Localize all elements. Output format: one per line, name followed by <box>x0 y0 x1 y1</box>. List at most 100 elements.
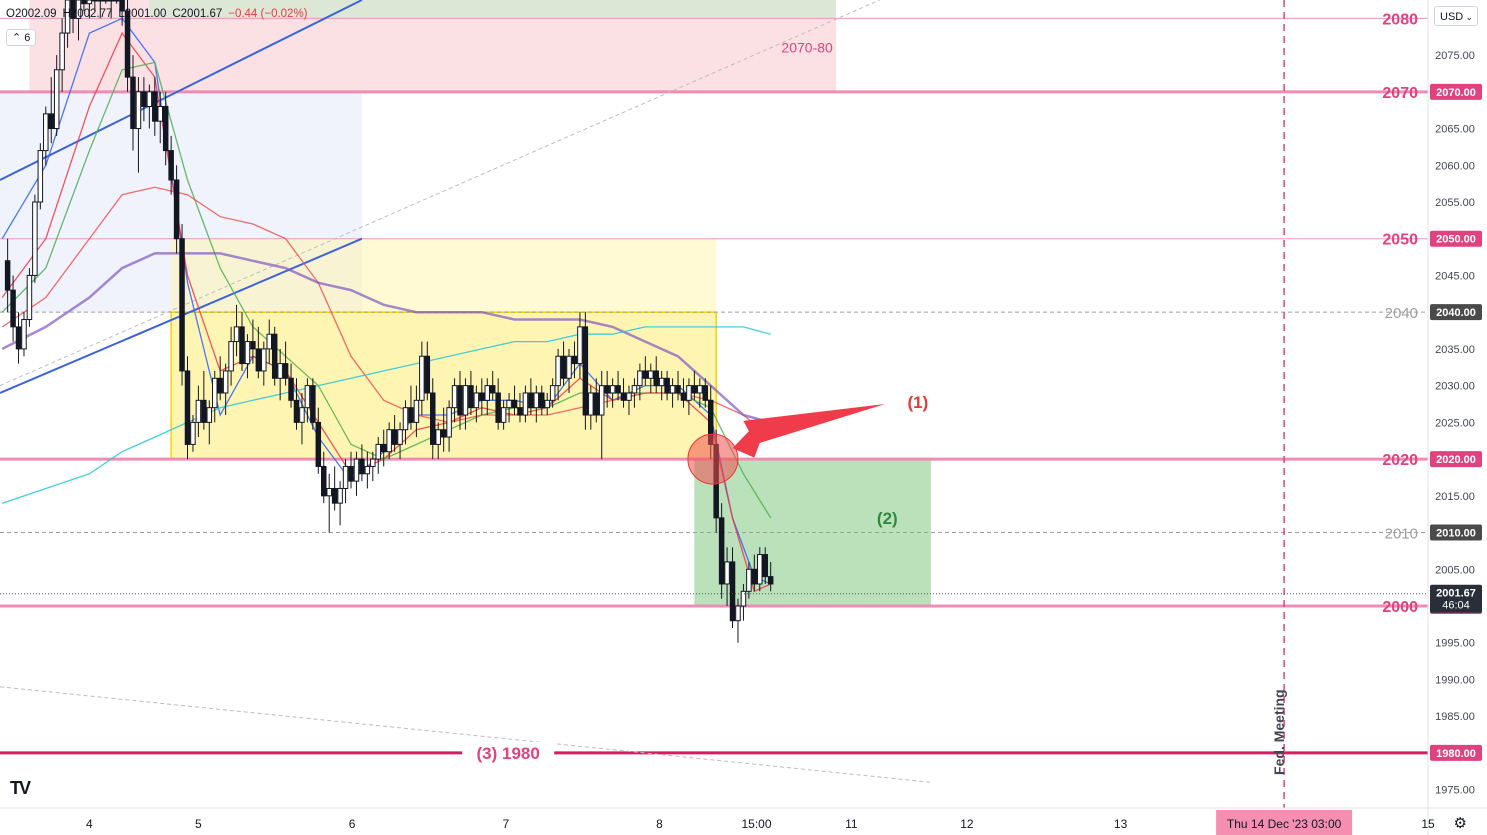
channel-top-line <box>0 0 363 181</box>
candle-138 <box>757 547 763 592</box>
candle-body <box>419 355 425 401</box>
candle-136 <box>746 561 752 599</box>
candle-128 <box>702 378 709 408</box>
candle-115 <box>631 378 638 408</box>
price-tick-2060: 2060.00 <box>1435 160 1475 172</box>
candle-body <box>190 421 196 445</box>
candle-body <box>135 91 142 130</box>
gear-icon[interactable]: ⚙ <box>1453 815 1467 832</box>
candle-body <box>424 355 431 394</box>
candle-body <box>266 333 272 350</box>
time-axis[interactable]: 4 5 6 7 8 15:00 11 12 13 15 Thu 14 Dec '23 03:00 <box>0 807 1487 835</box>
candle-74 <box>408 385 414 430</box>
tradingview-logo[interactable]: TV <box>10 778 31 799</box>
candle-body <box>92 0 98 2</box>
candle-body <box>15 326 22 350</box>
candle-body <box>495 392 501 423</box>
price-label-2010: 2010.00 <box>1436 528 1476 540</box>
candle-body <box>517 407 523 416</box>
candle-body <box>299 407 305 423</box>
annotations-layer: 2080 2070 2050 2040 2020 2010 2000 (3) 1980 2070… <box>462 0 1418 808</box>
candle-14 <box>81 0 87 12</box>
candle-0 <box>4 238 11 313</box>
price-tick-2075: 2075.00 <box>1435 50 1475 62</box>
candle-body <box>217 377 223 394</box>
candle-28 <box>157 91 163 144</box>
candle-body <box>32 201 38 276</box>
candle-47 <box>261 341 267 386</box>
candle-body <box>386 429 392 453</box>
candle-20 <box>113 0 120 4</box>
price-tick-2055: 2055.00 <box>1435 197 1475 209</box>
price-label-bg-2070 <box>1430 83 1482 100</box>
candle-107 <box>588 385 594 430</box>
candle-86 <box>473 385 480 423</box>
candle-50 <box>277 348 283 401</box>
level-label-2070: 2070 <box>1382 85 1418 102</box>
candle-95 <box>522 385 529 423</box>
candle-120 <box>658 370 665 401</box>
candle-1 <box>10 275 16 342</box>
candle-26 <box>146 84 153 129</box>
candle-body <box>555 355 561 387</box>
logo-text: TV <box>10 778 31 798</box>
candle-body <box>598 385 605 416</box>
candle-body <box>506 399 512 409</box>
candle-7 <box>43 106 49 166</box>
candle-body <box>75 0 82 19</box>
candle-73 <box>402 400 409 445</box>
candle-body <box>669 385 676 394</box>
candle-body <box>315 421 322 467</box>
interval-badge[interactable]: ⌃ 6 <box>6 29 37 46</box>
legend-close: C2001.67 <box>172 8 223 20</box>
candle-body <box>179 238 185 372</box>
legend-change: −0.44 (−0.02%) <box>228 8 308 20</box>
candle-body <box>489 385 496 394</box>
fed-meeting-label: Fed. Meeting <box>1271 689 1287 775</box>
candle-43 <box>239 312 245 371</box>
candle-58 <box>321 451 327 504</box>
price-label-2040: 2040.00 <box>1436 307 1476 319</box>
candle-51 <box>282 341 289 386</box>
price-label-2050: 2050.00 <box>1436 234 1476 246</box>
candle-100 <box>549 378 556 408</box>
candle-66 <box>364 451 371 489</box>
price-label-2020: 2020.00 <box>1436 454 1476 466</box>
price-tick-2030: 2030.00 <box>1435 381 1475 393</box>
time-tick-7: 7 <box>502 817 509 831</box>
candle-83 <box>457 370 463 430</box>
currency-selector[interactable]: USD ⌄ <box>1434 6 1478 26</box>
candle-body <box>435 429 441 445</box>
candle-45 <box>250 319 256 364</box>
candle-36 <box>201 370 207 430</box>
candle-body <box>370 458 376 467</box>
candle-body <box>321 465 327 497</box>
price-label-bg-1980 <box>1430 744 1482 761</box>
candle-body <box>413 399 420 423</box>
candle-96 <box>528 378 534 416</box>
zone-label-2070-80: 2070-80 <box>781 40 833 56</box>
candle-84 <box>462 378 469 430</box>
candle-body <box>446 407 452 438</box>
candle-body <box>544 399 550 409</box>
candle-35 <box>195 385 202 438</box>
candle-82 <box>451 378 458 423</box>
candle-body <box>767 576 774 585</box>
candle-70 <box>386 422 392 460</box>
candle-body <box>473 392 480 409</box>
candle-137 <box>751 554 758 592</box>
candle-body <box>680 392 687 401</box>
candle-body <box>620 392 627 401</box>
candle-114 <box>626 385 632 416</box>
candle-body <box>511 399 518 409</box>
candle-body <box>549 385 556 401</box>
candle-body <box>222 370 229 394</box>
candle-123 <box>675 370 681 401</box>
candle-106 <box>582 312 589 430</box>
level-lines-layer <box>0 17 1428 755</box>
candle-127 <box>697 378 703 408</box>
level-label-2050: 2050 <box>1382 232 1418 249</box>
candle-body <box>402 407 409 431</box>
